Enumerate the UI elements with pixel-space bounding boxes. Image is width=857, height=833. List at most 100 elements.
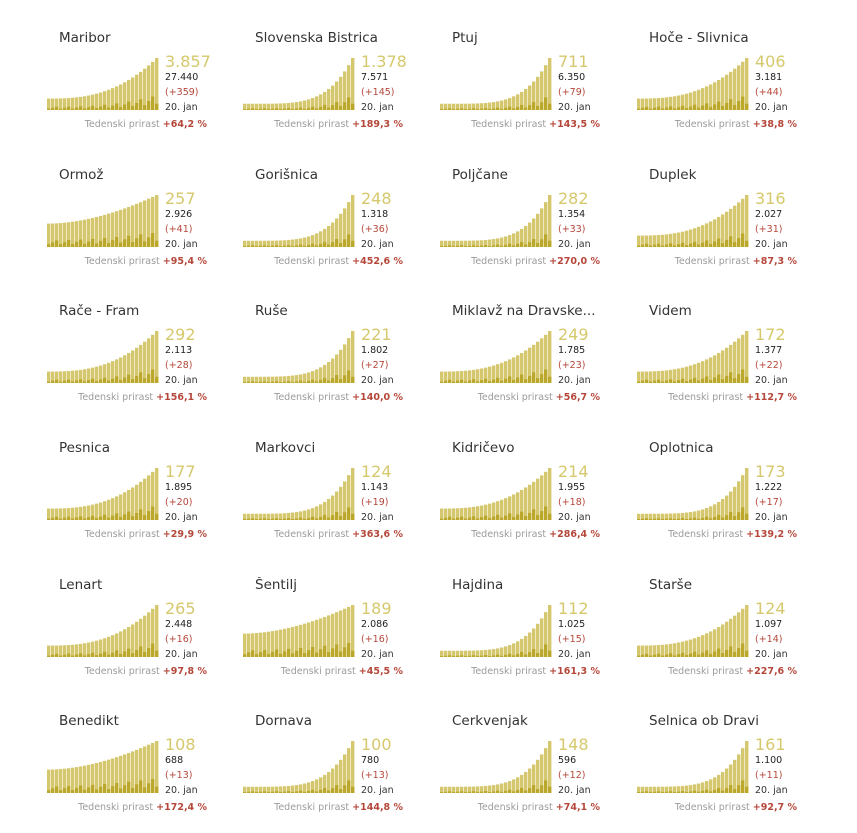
bar	[733, 205, 737, 247]
bar-daily	[343, 785, 347, 793]
bar-daily	[548, 786, 552, 793]
bar	[295, 102, 299, 110]
bar-daily	[55, 106, 59, 110]
bar	[476, 786, 480, 793]
bar	[147, 744, 151, 793]
bar	[255, 633, 259, 657]
bar	[653, 513, 657, 520]
bar-daily	[713, 241, 717, 247]
bar-daily	[697, 654, 701, 657]
bar	[103, 364, 107, 383]
bar-daily	[51, 788, 55, 793]
bar	[327, 615, 331, 657]
bar	[681, 641, 685, 657]
bar-daily	[283, 518, 287, 520]
bar	[63, 371, 67, 383]
bar-daily	[669, 653, 673, 657]
panel-title: Oplotnica	[649, 440, 714, 456]
bar	[331, 222, 335, 247]
bar	[263, 786, 267, 793]
bar	[689, 785, 693, 793]
bar-daily	[653, 380, 657, 383]
active-cases: 148	[558, 735, 589, 754]
bar-daily	[263, 108, 267, 110]
bar	[343, 208, 347, 247]
bar-daily	[488, 518, 492, 520]
panel-title: Slovenska Bistrica	[255, 30, 378, 46]
bar	[637, 235, 641, 247]
bar-daily	[243, 654, 247, 657]
bar	[697, 89, 701, 110]
bar-daily	[299, 647, 303, 657]
bar	[283, 628, 287, 657]
bar-daily	[251, 650, 255, 657]
bar	[460, 650, 464, 657]
bar-daily	[725, 239, 729, 247]
date-label: 20. jan	[165, 375, 198, 386]
sparkline-bars	[440, 195, 552, 247]
bar-daily	[335, 644, 339, 657]
bar-daily	[67, 653, 71, 657]
bar	[661, 97, 665, 110]
bar-daily	[721, 243, 725, 247]
bar-daily	[131, 516, 135, 520]
bar	[155, 605, 159, 657]
bar-daily	[516, 514, 520, 520]
bar	[135, 74, 139, 110]
bar-daily	[139, 780, 143, 793]
bar-daily	[247, 518, 251, 520]
bar	[725, 347, 729, 383]
bar	[492, 649, 496, 657]
bar	[649, 513, 653, 520]
bar-daily	[111, 786, 115, 793]
bar	[476, 240, 480, 247]
panel-title: Maribor	[59, 30, 111, 46]
bar-daily	[147, 101, 151, 110]
daily-delta: (+14)	[755, 634, 783, 645]
daily-delta: (+16)	[361, 634, 389, 645]
bar-daily	[275, 791, 279, 793]
bar-daily	[299, 380, 303, 383]
weekly-growth-label: Tedenski prirast	[674, 256, 750, 267]
bar-daily	[468, 791, 472, 793]
sparkline-bars	[47, 468, 159, 520]
bar	[524, 771, 528, 793]
bar	[504, 236, 508, 247]
bar-daily	[327, 380, 331, 383]
bar	[669, 369, 673, 383]
bar	[508, 359, 512, 383]
bar	[536, 759, 540, 793]
bar	[55, 223, 59, 247]
weekly-growth-label: Tedenski prirast	[78, 392, 154, 403]
bar	[99, 502, 103, 520]
bar	[657, 98, 661, 110]
bar-daily	[255, 382, 259, 383]
bar	[279, 240, 283, 247]
bar-daily	[95, 789, 99, 793]
bar-daily	[492, 655, 496, 657]
bar	[677, 232, 681, 247]
bar	[725, 768, 729, 793]
bar-daily	[528, 105, 532, 110]
active-cases: 172	[755, 325, 786, 344]
bar	[452, 786, 456, 793]
bar-daily	[516, 789, 520, 793]
bar	[657, 235, 661, 247]
bar	[669, 643, 673, 657]
bar-daily	[339, 106, 343, 110]
bar	[548, 58, 552, 110]
bar-daily	[516, 243, 520, 247]
bar-daily	[323, 104, 327, 110]
weekly-growth-value: +143,5 %	[549, 119, 600, 130]
bar	[444, 103, 448, 110]
bar	[516, 355, 520, 383]
bar	[311, 781, 315, 793]
bar-daily	[673, 108, 677, 110]
weekly-growth-label: Tedenski prirast	[280, 666, 356, 677]
bar	[127, 752, 131, 793]
bar	[287, 239, 291, 247]
bar	[107, 759, 111, 793]
bar-daily	[681, 242, 685, 247]
bar	[87, 764, 91, 793]
bar	[63, 645, 67, 657]
